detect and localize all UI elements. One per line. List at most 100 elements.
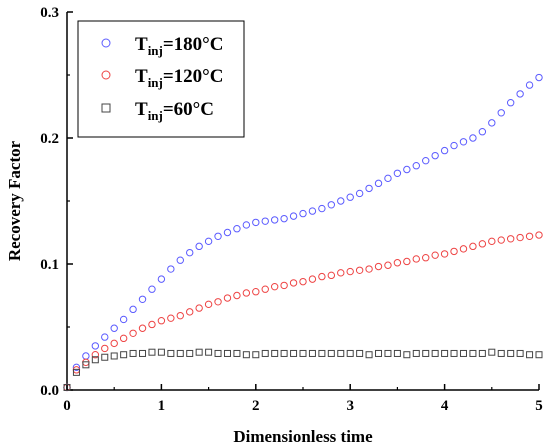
data-point-circle <box>318 204 326 213</box>
data-point-circle <box>459 245 468 253</box>
data-point-square <box>176 349 184 357</box>
data-point-square <box>535 351 543 359</box>
legend-marker-circle <box>101 38 111 48</box>
data-point-circle <box>299 209 307 218</box>
data-point-circle <box>403 165 411 174</box>
data-point-square <box>299 349 307 357</box>
data-point-circle <box>384 261 392 269</box>
data-point-square <box>129 349 137 357</box>
data-point-square <box>441 349 449 357</box>
data-point-circle <box>280 214 288 223</box>
data-point-circle <box>91 342 100 350</box>
data-point-circle <box>101 333 109 341</box>
data-point-circle <box>393 169 402 177</box>
data-point-square <box>346 349 354 357</box>
data-point-circle <box>214 232 222 240</box>
data-point-square <box>233 349 241 357</box>
legend-label: Tinj=120°C <box>135 66 224 90</box>
data-point-circle <box>82 352 90 360</box>
data-point-square <box>488 348 496 356</box>
legend-label: Tinj=60°C <box>135 99 214 123</box>
data-point-circle <box>327 271 336 280</box>
y-axis-title: Recovery Factor <box>5 140 24 261</box>
data-point-circle <box>478 240 487 248</box>
data-point-circle <box>289 279 298 287</box>
x-tick-label: 2 <box>252 398 260 414</box>
data-point-circle <box>110 339 118 348</box>
x-axis-ticks: 0 1 2 3 4 5 <box>63 384 543 414</box>
data-point-circle <box>157 275 166 283</box>
data-point-circle <box>516 233 524 242</box>
legend-label: Tinj=180°C <box>135 34 224 58</box>
data-point-circle <box>431 151 439 160</box>
data-point-square <box>252 351 260 359</box>
data-point-circle <box>412 162 420 170</box>
data-point-circle <box>346 193 354 201</box>
legend: Tinj=180°C Tinj=120°C Tinj=60°C <box>77 20 245 138</box>
data-point-square <box>91 356 99 364</box>
data-point-circle <box>204 237 213 246</box>
data-point-circle <box>308 207 317 215</box>
data-point-square <box>72 368 80 376</box>
data-point-square <box>459 349 467 357</box>
data-point-circle <box>167 265 175 273</box>
data-point-square <box>110 352 118 360</box>
x-tick-label: 5 <box>535 398 543 414</box>
data-point-square <box>223 349 231 357</box>
data-point-circle <box>148 320 156 329</box>
data-point-circle <box>355 189 364 198</box>
series-2 <box>63 231 543 392</box>
data-point-circle <box>138 295 147 303</box>
data-point-square <box>308 349 316 357</box>
x-tick-label: 4 <box>441 398 449 414</box>
data-point-circle <box>422 254 430 262</box>
data-point-circle <box>403 257 411 266</box>
data-point-circle <box>233 291 241 300</box>
data-point-square <box>261 349 269 357</box>
data-point-circle <box>214 298 222 306</box>
data-point-circle <box>506 99 515 107</box>
data-point-circle <box>119 334 128 343</box>
y-tick-label: 0.3 <box>40 5 59 21</box>
data-point-circle <box>525 81 534 89</box>
data-point-circle <box>478 128 487 136</box>
data-point-square <box>516 349 524 357</box>
data-point-circle <box>440 146 449 155</box>
data-point-circle <box>195 304 203 312</box>
series-3 <box>63 348 543 391</box>
data-point-circle <box>497 236 505 244</box>
data-point-square <box>450 349 458 357</box>
data-point-circle <box>157 317 166 325</box>
data-point-circle <box>318 272 326 281</box>
data-point-square <box>101 353 109 361</box>
legend-marker-square <box>101 103 111 113</box>
data-point-circle <box>129 329 137 337</box>
data-point-circle <box>365 184 373 193</box>
data-point-square <box>356 349 364 357</box>
data-point-circle <box>337 269 345 277</box>
data-point-square <box>393 349 401 357</box>
data-point-square <box>290 349 298 357</box>
data-point-square <box>375 349 383 357</box>
data-point-circle <box>72 363 81 372</box>
x-tick-label: 3 <box>346 398 354 414</box>
data-point-circle <box>186 308 194 316</box>
data-point-circle <box>525 232 534 240</box>
data-point-circle <box>497 109 505 117</box>
data-point-square <box>507 349 515 357</box>
data-point-square <box>318 349 326 357</box>
data-point-circle <box>337 197 345 205</box>
y-tick-label: 0.1 <box>40 257 59 273</box>
y-axis-ticks: 0.0 0.1 0.2 0.3 <box>40 5 73 399</box>
data-point-circle <box>374 262 383 271</box>
data-point-square <box>214 349 222 357</box>
data-point-square <box>497 349 505 357</box>
data-point-circle <box>167 314 175 322</box>
legend-marker-circle <box>101 70 111 80</box>
data-point-circle <box>412 255 420 263</box>
data-point-circle <box>450 247 458 256</box>
data-point-circle <box>138 324 147 332</box>
data-point-square <box>195 348 203 356</box>
y-tick-label: 0.2 <box>40 131 59 147</box>
data-point-circle <box>355 266 364 274</box>
